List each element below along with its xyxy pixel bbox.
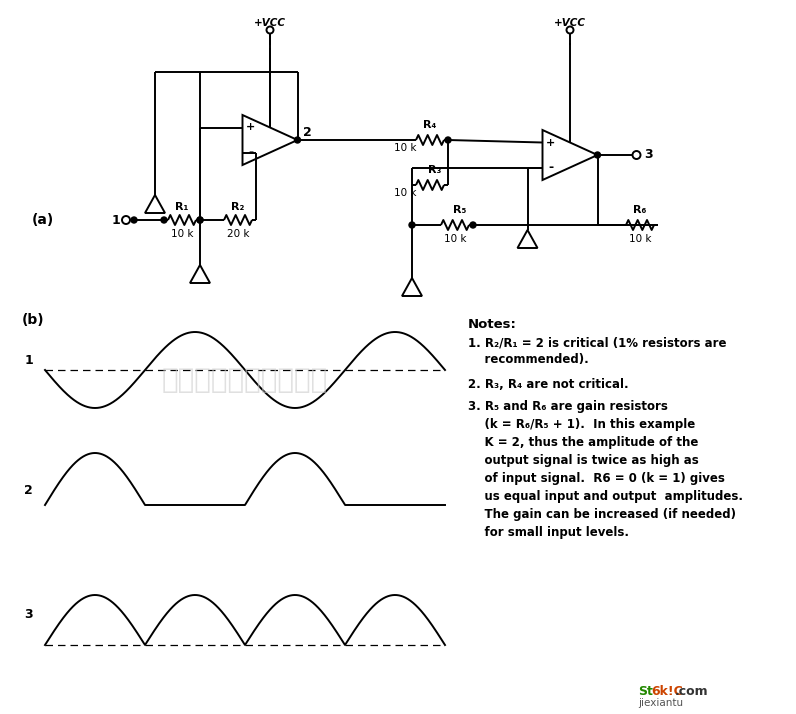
Text: +VCC: +VCC [254,18,286,28]
Circle shape [161,217,167,223]
Text: (a): (a) [32,213,54,227]
Text: 3. R₅ and R₆ are gain resistors: 3. R₅ and R₆ are gain resistors [468,400,668,413]
Text: R₁: R₁ [175,202,189,212]
Text: -: - [548,161,553,174]
Text: 6k!C: 6k!C [651,685,683,698]
Text: 10 k: 10 k [629,234,651,244]
Text: jiexiantu: jiexiantu [638,698,683,708]
Text: Notes:: Notes: [468,318,517,331]
Text: 10 k: 10 k [443,234,466,244]
Circle shape [295,137,301,143]
Circle shape [567,26,573,34]
Text: R₃: R₃ [428,165,442,175]
Text: 10 k: 10 k [171,229,193,239]
Text: The gain can be increased (if needed): The gain can be increased (if needed) [468,508,736,521]
Text: +: + [546,138,555,148]
Text: 2. R₃, R₄ are not critical.: 2. R₃, R₄ are not critical. [468,378,629,391]
Text: +VCC: +VCC [554,18,586,28]
Text: output signal is twice as high as: output signal is twice as high as [468,454,699,467]
Circle shape [131,217,137,223]
Text: 10 k: 10 k [394,143,416,153]
Text: 3: 3 [645,149,654,161]
Text: 杭州路容科技有限公司: 杭州路容科技有限公司 [162,366,328,394]
Text: 1: 1 [24,353,33,366]
Text: (b): (b) [22,313,45,327]
Text: St: St [638,685,653,698]
Circle shape [197,217,203,223]
Text: 1. R₂/R₁ = 2 is critical (1% resistors are: 1. R₂/R₁ = 2 is critical (1% resistors a… [468,336,727,349]
Text: R₄: R₄ [423,120,437,130]
Text: 1: 1 [111,213,120,226]
Text: .com: .com [675,685,708,698]
Circle shape [122,216,130,224]
Text: +: + [246,123,256,133]
Circle shape [633,151,641,159]
Text: 20 k: 20 k [227,229,249,239]
Text: (k = R₆/R₅ + 1).  In this example: (k = R₆/R₅ + 1). In this example [468,418,695,431]
Text: K = 2, thus the amplitude of the: K = 2, thus the amplitude of the [468,436,698,449]
Text: for small input levels.: for small input levels. [468,526,629,539]
Text: -: - [248,146,253,159]
Text: of input signal.  R6 = 0 (k = 1) gives: of input signal. R6 = 0 (k = 1) gives [468,472,725,485]
Circle shape [470,222,476,228]
Text: 3: 3 [25,608,33,621]
Circle shape [409,222,415,228]
Text: 2: 2 [302,126,311,139]
Text: us equal input and output  amplitudes.: us equal input and output amplitudes. [468,490,743,503]
Circle shape [197,217,203,223]
Text: R₆: R₆ [634,205,646,215]
Text: 2: 2 [24,483,33,496]
Text: R₅: R₅ [453,205,466,215]
Text: recommended).: recommended). [468,353,589,366]
Circle shape [267,26,274,34]
Text: R₂: R₂ [232,202,244,212]
Circle shape [445,137,451,143]
Circle shape [595,152,600,158]
Text: 10 k: 10 k [394,188,416,198]
